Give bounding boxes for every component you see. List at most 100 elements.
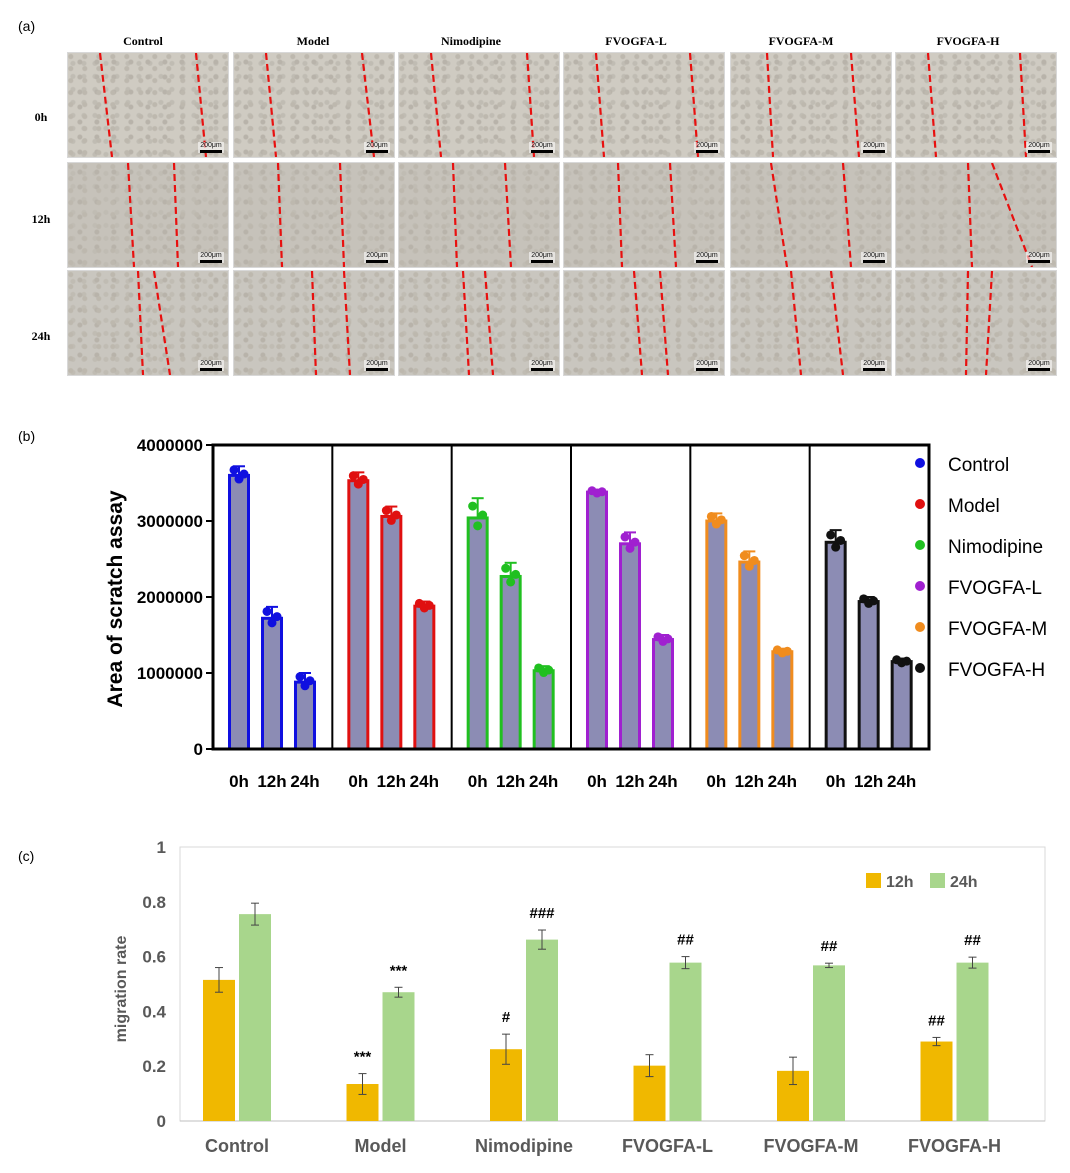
data-point: [478, 510, 488, 520]
scratch-edge-left: [310, 271, 318, 375]
micrograph-nimodipine-24h: 200μm: [398, 270, 560, 376]
legend-marker-fvogfa-m: [915, 622, 925, 632]
x-tick-label: 24h: [410, 772, 439, 791]
scratch-edge-left: [276, 163, 284, 267]
legend-label-fvogfa-m: FVOGFA-M: [948, 619, 1047, 640]
bar-model-12h: [380, 514, 403, 751]
col-head-fvogfa-h: FVOGFA-H: [936, 34, 1000, 48]
scale-bar-label: 200μm: [1028, 252, 1050, 259]
data-point: [305, 676, 315, 686]
micrograph-fvogfa-h-24h: 200μm: [895, 270, 1057, 376]
bar-control-24h: [239, 914, 271, 1121]
scale-bar-label: 200μm: [1028, 142, 1050, 149]
y-tick-label: 0: [157, 1112, 166, 1131]
legend-marker-model: [915, 499, 925, 509]
scale-bar-label: 200μm: [366, 360, 388, 367]
micrograph-fvogfa-h-12h: 200μm: [895, 162, 1057, 268]
scale-bar: 200μm: [529, 252, 555, 263]
x-tick-label-fvogfa-h: FVOGFA-H: [908, 1136, 1001, 1156]
panel-a-label: (a): [18, 18, 36, 34]
x-tick-label: 12h: [257, 772, 286, 791]
scale-bar: 200μm: [861, 142, 887, 153]
legend-marker-fvogfa-l: [915, 581, 925, 591]
x-tick-label-fvogfa-m: FVOGFA-M: [764, 1136, 859, 1156]
bar-fvogfa-h-0h: [824, 540, 847, 751]
bar-fvogfa-m-24h: [771, 650, 794, 751]
scale-bar-line: [200, 368, 222, 371]
y-tick-label: 0.2: [142, 1057, 166, 1076]
data-point: [630, 537, 640, 547]
x-tick-label-nimodipine: Nimodipine: [475, 1136, 573, 1156]
data-point: [424, 600, 434, 610]
bar-fvogfa-m-0h: [705, 519, 728, 751]
scratch-edge-right: [360, 53, 376, 157]
data-point: [831, 542, 841, 552]
scratch-edge-right: [483, 271, 495, 375]
scratch-edge-left: [789, 271, 803, 375]
scratch-edge-right: [342, 271, 352, 375]
scale-bar: 200μm: [1026, 142, 1052, 153]
scale-bar-label: 200μm: [531, 360, 553, 367]
scratch-edge-left: [632, 271, 644, 375]
scale-bar-line: [200, 260, 222, 263]
bar-fvogfa-l-24h: [652, 638, 674, 751]
scale-bar-line: [531, 150, 553, 153]
x-tick-label: 0h: [229, 772, 249, 791]
legend-label-control: Control: [948, 455, 1009, 476]
data-point: [716, 515, 726, 525]
data-point: [544, 665, 554, 675]
scale-bar-label: 200μm: [1028, 360, 1050, 367]
data-point: [381, 506, 391, 516]
scratch-boundaries: [765, 53, 861, 157]
significance-mark: ##: [964, 932, 981, 949]
scratch-boundaries: [126, 163, 180, 267]
data-point: [826, 530, 836, 540]
bar-control-12h: [203, 979, 235, 1121]
scratch-edge-right: [841, 163, 853, 267]
scale-bar-label: 200μm: [366, 252, 388, 259]
scale-bar-label: 200μm: [531, 252, 553, 259]
scratch-edge-left: [451, 163, 459, 267]
scale-bar-label: 200μm: [863, 142, 885, 149]
scale-bar-line: [1028, 368, 1050, 371]
x-tick-label-fvogfa-l: FVOGFA-L: [622, 1136, 713, 1156]
data-point: [663, 634, 673, 644]
data-point: [620, 532, 630, 542]
scratch-edge-right: [152, 271, 172, 375]
data-point: [511, 569, 521, 579]
col-head-fvogfa-l: FVOGFA-L: [605, 34, 667, 48]
col-head-control: Control: [123, 34, 163, 48]
data-point: [749, 555, 759, 565]
bar-nimodipine-24h: [526, 939, 558, 1121]
x-tick-label: 24h: [887, 772, 916, 791]
scratch-edge-left: [616, 163, 624, 267]
bar-fvogfa-m-12h: [738, 560, 761, 751]
micrograph-fvogfa-m-24h: 200μm: [730, 270, 892, 376]
micrograph-fvogfa-m-12h: 200μm: [730, 162, 892, 268]
plot-area: [179, 846, 1046, 1122]
scale-bar-line: [531, 260, 553, 263]
scratch-edge-left: [594, 53, 606, 157]
y-tick-label: 3000000: [137, 512, 203, 531]
x-tick-label: 0h: [826, 772, 846, 791]
bar-fvogfa-h-24h: [890, 660, 913, 751]
micrograph-control-0h: 200μm: [67, 52, 229, 158]
chart-c-migration-rate: 0 0.2 0.4 0.6 0.8 1 migration rate Control *** **…: [113, 838, 1046, 1156]
micrograph-fvogfa-m-0h: 200μm: [730, 52, 892, 158]
scale-bar: 200μm: [861, 360, 887, 371]
scale-bar-label: 200μm: [863, 360, 885, 367]
significance-mark: #: [502, 1009, 511, 1026]
micrograph-model-12h: 200μm: [233, 162, 395, 268]
scale-bar: 200μm: [364, 142, 390, 153]
x-tick-label-control: Control: [205, 1136, 269, 1156]
bar-nimodipine-12h: [499, 574, 522, 751]
bar-model-24h: [413, 604, 436, 751]
row-head-0h: 0h: [34, 110, 48, 124]
scale-bar-line: [200, 150, 222, 153]
micrograph-model-0h: 200μm: [233, 52, 395, 158]
scratch-boundaries: [98, 53, 208, 157]
scale-bar: 200μm: [1026, 252, 1052, 263]
scratch-boundaries: [594, 53, 700, 157]
micrograph-nimodipine-0h: 200μm: [398, 52, 560, 158]
micrograph-control-24h: 200μm: [67, 270, 229, 376]
